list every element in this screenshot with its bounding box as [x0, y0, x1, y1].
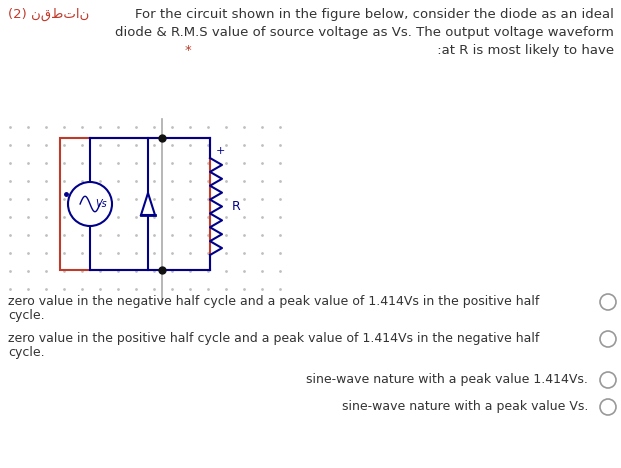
- Text: zero value in the positive half cycle and a peak value of 1.414Vs in the negativ: zero value in the positive half cycle an…: [8, 332, 540, 345]
- Text: :at R is most likely to have: :at R is most likely to have: [433, 44, 614, 57]
- Bar: [60, 138, 210, 270]
- Text: Vs: Vs: [95, 199, 107, 209]
- Circle shape: [600, 399, 616, 415]
- Text: diode & R.M.S value of source voltage as Vs. The output voltage waveform: diode & R.M.S value of source voltage as…: [115, 26, 614, 39]
- Text: (2) نقطتان: (2) نقطتان: [8, 8, 89, 21]
- Circle shape: [600, 372, 616, 388]
- Polygon shape: [141, 193, 155, 215]
- Text: +: +: [215, 146, 225, 156]
- Text: R: R: [232, 200, 241, 213]
- Text: *: *: [185, 44, 192, 57]
- Circle shape: [68, 182, 112, 226]
- Text: zero value in the negative half cycle and a peak value of 1.414Vs in the positiv: zero value in the negative half cycle an…: [8, 295, 540, 308]
- Circle shape: [600, 331, 616, 347]
- Text: For the circuit shown in the figure below, consider the diode as an ideal: For the circuit shown in the figure belo…: [135, 8, 614, 21]
- Text: sine-wave nature with a peak value 1.414Vs.: sine-wave nature with a peak value 1.414…: [306, 373, 588, 386]
- Text: sine-wave nature with a peak value Vs.: sine-wave nature with a peak value Vs.: [342, 400, 588, 413]
- Text: cycle.: cycle.: [8, 309, 45, 322]
- Circle shape: [600, 294, 616, 310]
- Text: cycle.: cycle.: [8, 346, 45, 359]
